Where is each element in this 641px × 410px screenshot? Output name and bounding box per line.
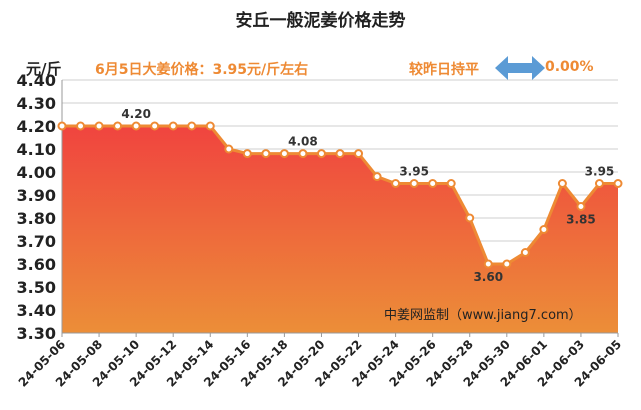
data-point xyxy=(502,259,512,269)
data-point xyxy=(279,149,289,159)
current-price-info: 6月5日大姜价格：3.95元/斤左右 xyxy=(95,62,309,78)
data-point xyxy=(594,179,604,188)
y-tick-label: 3.60 xyxy=(17,255,56,274)
y-tick-label: 3.50 xyxy=(17,278,56,297)
data-point xyxy=(576,202,586,211)
data-point xyxy=(335,149,345,159)
data-point xyxy=(391,179,401,188)
watermark: 中姜网监制（www.jiang7.com） xyxy=(384,308,582,323)
data-point xyxy=(539,225,549,234)
y-axis-unit-label: 元/斤 xyxy=(26,60,62,78)
data-point xyxy=(428,179,438,188)
data-point xyxy=(150,121,160,131)
data-point xyxy=(520,248,530,257)
compare-label: 较昨日持平 xyxy=(409,62,479,78)
data-label: 3.60 xyxy=(473,270,503,284)
data-point xyxy=(446,179,456,188)
y-tick-label: 4.30 xyxy=(17,94,56,113)
data-point xyxy=(205,121,215,131)
data-label: 3.95 xyxy=(399,165,429,179)
y-tick-label: 3.70 xyxy=(17,232,56,251)
data-point xyxy=(557,179,567,188)
y-tick-label: 4.10 xyxy=(17,140,56,159)
data-point xyxy=(483,259,493,269)
y-tick-label: 4.40 xyxy=(17,71,56,90)
change-percent: 0.00% xyxy=(545,59,594,75)
data-point xyxy=(57,121,67,131)
y-tick-label: 3.90 xyxy=(17,186,56,205)
data-point xyxy=(168,121,178,131)
data-point xyxy=(131,121,141,131)
data-point xyxy=(94,121,104,131)
data-point xyxy=(372,172,382,182)
data-point xyxy=(613,179,623,188)
data-point xyxy=(187,121,197,131)
data-label: 3.85 xyxy=(566,213,596,227)
double-arrow-icon xyxy=(495,56,545,80)
y-tick-label: 4.20 xyxy=(17,117,56,136)
data-point xyxy=(298,149,308,159)
data-point xyxy=(354,149,364,159)
data-point xyxy=(113,121,123,131)
data-point xyxy=(242,149,252,159)
data-point xyxy=(224,144,234,154)
data-label: 4.08 xyxy=(288,135,318,149)
data-label: 3.95 xyxy=(585,165,615,179)
y-tick-label: 3.40 xyxy=(17,301,56,320)
y-tick-label: 4.00 xyxy=(17,163,56,182)
price-area xyxy=(62,126,618,333)
data-point xyxy=(465,213,475,223)
data-point xyxy=(409,179,419,188)
y-tick-label: 3.30 xyxy=(17,324,56,343)
data-point xyxy=(76,121,86,131)
data-point xyxy=(261,149,271,159)
data-point xyxy=(316,149,326,159)
y-tick-label: 3.80 xyxy=(17,209,56,228)
data-label: 4.20 xyxy=(121,107,151,121)
chart-title: 安丘一般泥姜价格走势 xyxy=(235,11,406,31)
